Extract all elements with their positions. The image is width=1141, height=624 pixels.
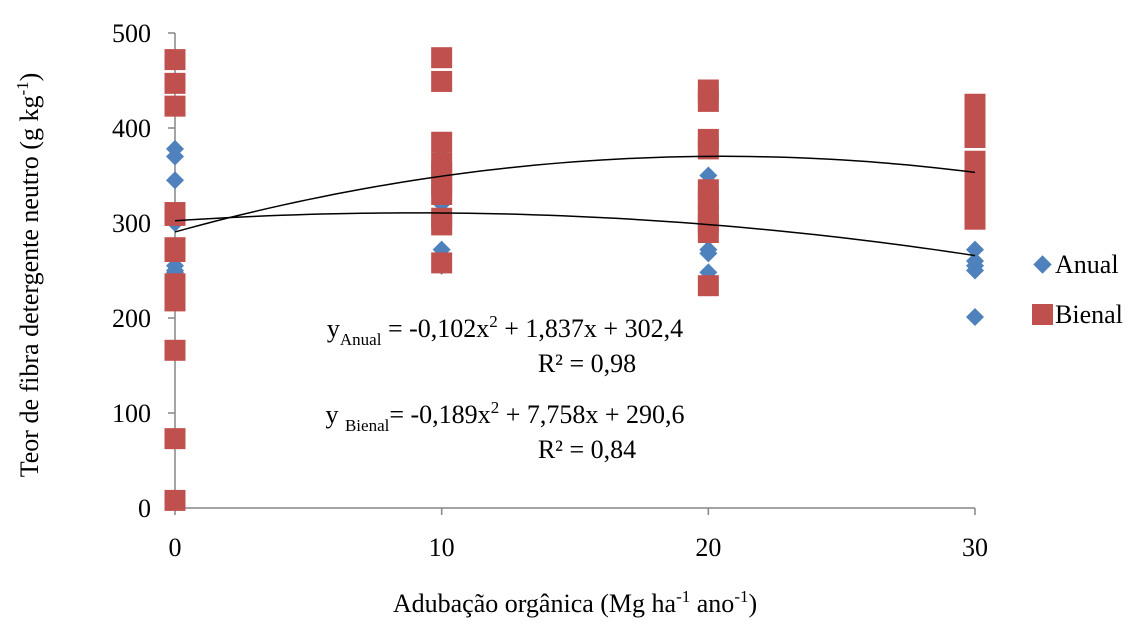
bienal-point [431,184,453,205]
bienal-point [964,127,986,148]
y-tick-label: 200 [112,304,151,333]
bienal-eq-end: + 7,758x + 290,6 [499,400,684,429]
bienal-point [431,131,453,153]
bienal-point [697,90,719,112]
y-axis-title-end: ) [15,73,44,82]
legend-label-bienal: Bienal [1055,300,1123,329]
x-tick-label: 30 [962,533,988,562]
bienal-point [697,222,719,243]
bienal-r2: R² = 0,84 [538,435,636,464]
bienal-point [964,208,986,230]
anual-eq-sup: 2 [489,312,498,331]
bienal-eq-sup: 2 [491,398,500,417]
anual-r2: R² = 0,98 [538,349,636,378]
x-axis-title: Adubação orgânica (Mg ha-1 ano-1) [393,587,757,618]
x-axis-title-main: Adubação orgânica (Mg ha [393,589,677,618]
plot-area: 0 100 200 300 400 500 0 10 20 30 [112,19,988,562]
anual-point [166,147,184,166]
y-tick-label: 400 [112,114,151,143]
trendline-layer [174,155,976,257]
anual-eq-mid: = -0,102x [381,314,489,343]
bienal-point [164,339,186,361]
bienal-point [164,204,186,226]
legend: Anual Bienal [1032,250,1123,329]
x-axis-title-sup1: -1 [676,587,690,606]
trendline-bienal [174,155,976,233]
bienal-point [431,252,453,274]
bienal-equation: y Bienal= -0,189x2 + 7,758x + 290,6 [325,398,684,435]
y-tick-label: 100 [112,399,151,428]
y-tick-label: 500 [112,19,151,48]
bienal-point [164,489,186,511]
x-tick-label: 10 [429,533,455,562]
x-tick-label: 0 [169,533,182,562]
y-axis-title-main: Teor de fibra detergente neutro (g kg [15,96,44,478]
bienal-point [431,47,453,69]
x-tick-label: 20 [695,533,721,562]
bienal-point [431,70,453,92]
anual-eq-y: y [327,314,340,343]
y-ticks: 0 100 200 300 400 500 [112,19,175,523]
bienal-point [164,72,186,94]
bienal-point [964,108,986,129]
bienal-point [164,241,186,262]
anual-point [966,261,984,280]
y-tick-label: 300 [112,209,151,238]
y-axis-title-sup: -1 [13,81,32,95]
bienal-point [164,95,186,117]
series-layer [164,47,986,511]
trendline-anual [174,212,976,257]
bienal-point [697,138,719,160]
legend-item-bienal: Bienal [1032,300,1123,329]
x-axis-title-mid: ano [690,589,734,618]
bienal-eq-y: y [325,400,345,429]
x-axis-title-end: ) [748,589,757,618]
bienal-point [164,428,186,450]
legend-marker-anual [1033,255,1052,274]
bienal-point [164,290,186,312]
anual-equation: yAnual = -0,102x2 + 1,837x + 302,4 [327,312,683,349]
y-tick-label: 0 [138,494,151,523]
x-ticks: 0 10 20 30 [169,508,988,562]
anual-point [966,240,984,259]
legend-label-anual: Anual [1055,250,1119,279]
anual-point [166,171,184,190]
anual-point [966,308,984,327]
series-bienal [164,47,986,511]
bienal-eq-mid: = -0,189x [389,400,490,429]
bienal-point [164,49,186,71]
legend-item-anual: Anual [1033,250,1119,279]
y-axis-title: Teor de fibra detergente neutro (g kg-1) [13,73,44,478]
anual-point [699,244,718,263]
legend-marker-bienal [1032,304,1053,325]
anual-eq-sub: Anual [340,330,382,349]
bienal-point [697,275,719,297]
bienal-point [431,214,453,236]
series-anual [166,139,984,327]
bienal-eq-sub: Bienal [345,416,390,435]
x-axis-title-sup2: -1 [734,587,748,606]
anual-eq-end: + 1,837x + 302,4 [498,314,683,343]
